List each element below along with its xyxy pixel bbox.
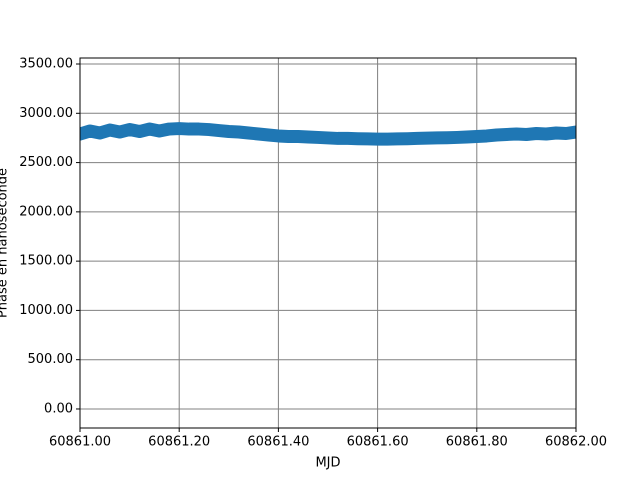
x-axis-label: MJD: [315, 456, 340, 471]
x-tick-label: 60861.80: [446, 435, 508, 450]
x-tick-label: 60861.60: [347, 435, 409, 450]
x-tick-label: 60862.00: [545, 435, 607, 450]
y-tick-label: 3000.00: [19, 106, 73, 121]
y-tick-label: 3500.00: [19, 57, 73, 72]
plot-frame: [79, 57, 577, 429]
y-tick-label: 500.00: [28, 352, 74, 367]
y-tick-label: 1500.00: [19, 254, 73, 269]
x-tick-label: 60861.20: [148, 435, 210, 450]
y-axis-label: Phase en nanoseconde: [0, 168, 11, 318]
x-tick-label: 60861.40: [247, 435, 309, 450]
y-tick-label: 2000.00: [19, 204, 73, 219]
y-tick-label: 2500.00: [19, 155, 73, 170]
y-tick-label: 0.00: [44, 401, 73, 416]
x-tick-label: 60861.00: [49, 435, 111, 450]
data-line: [80, 122, 576, 146]
y-tick-label: 1000.00: [19, 303, 73, 318]
